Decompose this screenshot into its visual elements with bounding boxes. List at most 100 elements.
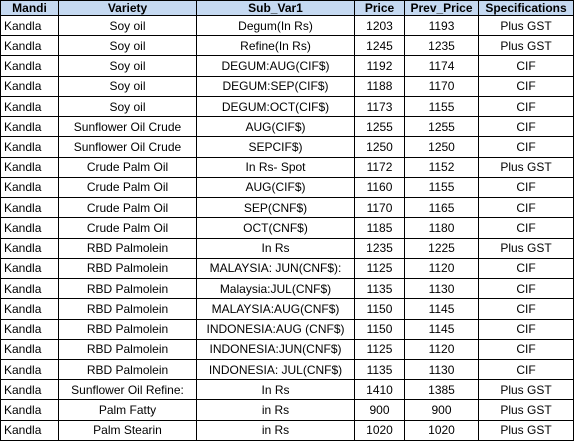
table-cell: 1235 [404,35,479,57]
table-cell: 1125 [354,257,405,280]
table-cell: CIF [478,176,574,199]
table-row: Kandla Sunflower Oil Crude SEPCIF$) 1250 125… [0,136,574,158]
table-cell: Plus GST [478,35,574,57]
table-cell: MALAYSIA:AUG(CNF$) [196,298,355,320]
table-cell: CIF [478,136,574,158]
table-cell: Degum(In Rs) [196,14,355,37]
table-cell: 1125 [354,338,405,360]
table-row: Kandla Soy oil DEGUM:AUG(CIF$) 1192 1174 CIF [0,55,574,77]
table-cell: Kandla [0,257,59,280]
table-cell: RBD Palmolein [58,278,197,300]
table-cell: CIF [478,116,574,138]
table-cell: 1020 [354,419,405,442]
table-cell: In Rs- Spot [196,156,355,178]
header-cell: Prev_Price [404,0,479,16]
table-cell: SEP(CNF$) [196,197,355,219]
table-cell: Plus GST [478,156,574,178]
table-row: Kandla RBD Palmolein In Rs 1235 1225 Plus GST [0,237,574,259]
table-cell: CIF [478,257,574,280]
table-cell: Plus GST [478,237,574,259]
table-row: Kandla Palm Fatty in Rs 900 900 Plus GST [0,399,574,421]
table-cell: Plus GST [478,14,574,37]
table-cell: 1145 [404,318,479,340]
table-row: Kandla RBD Palmolein MALAYSIA: JUN(CNF$): 1… [0,257,574,280]
table-row: Kandla Soy oil Refine(In Rs) 1245 1235 Plus G… [0,35,574,57]
table-cell: 1120 [404,257,479,280]
table-cell: 1130 [404,278,479,300]
table-cell: INDONESIA: JUL(CNF$) [196,358,355,381]
table-cell: Soy oil [58,95,197,118]
table-cell: MALAYSIA: JUN(CNF$): [196,257,355,280]
header-cell: Specifications [478,0,574,16]
table-cell: Soy oil [58,35,197,57]
table-cell: 1385 [404,379,479,401]
table-cell: AUG(CIF$) [196,116,355,138]
table-cell: Kandla [0,298,59,320]
table-cell: 900 [404,399,479,421]
table-cell: 1192 [354,55,405,77]
table-cell: 1145 [404,298,479,320]
table-cell: CIF [478,338,574,360]
table-cell: CIF [478,318,574,340]
table-cell: Kandla [0,75,59,97]
table-cell: DEGUM:AUG(CIF$) [196,55,355,77]
table-cell: AUG(CIF$) [196,176,355,199]
table-cell: Plus GST [478,379,574,401]
table-cell: Kandla [0,419,59,442]
table-cell: INDONESIA:AUG (CNF$) [196,318,355,340]
header-cell: Sub_Var1 [196,0,355,16]
table-cell: Soy oil [58,75,197,97]
header-cell: Price [354,0,405,16]
table-cell: DEGUM:OCT(CIF$) [196,95,355,118]
table-cell: Kandla [0,217,59,239]
table-cell: Kandla [0,338,59,360]
table-cell: 1193 [404,14,479,37]
table-cell: DEGUM:SEP(CIF$) [196,75,355,97]
table-cell: 1155 [404,176,479,199]
table-cell: CIF [478,55,574,77]
table-cell: CIF [478,95,574,118]
table-cell: Kandla [0,278,59,300]
table-cell: Palm Stearin [58,419,197,442]
table-cell: CIF [478,75,574,97]
table-cell: Kandla [0,156,59,178]
table-cell: Kandla [0,379,59,401]
table-cell: RBD Palmolein [58,338,197,360]
table-cell: Soy oil [58,14,197,37]
table-cell: Plus GST [478,419,574,442]
table-cell: CIF [478,197,574,219]
table-cell: 1150 [354,298,405,320]
table-cell: Kandla [0,136,59,158]
table-row: Kandla RBD Palmolein INDONESIA:JUN(CNF$) 11… [0,338,574,360]
table-cell: Sunflower Oil Refine: [58,379,197,401]
table-cell: Kandla [0,197,59,219]
table-cell: 1410 [354,379,405,401]
table-cell: Crude Palm Oil [58,217,197,239]
table-cell: Kandla [0,35,59,57]
table-cell: RBD Palmolein [58,358,197,381]
table-row: Kandla RBD Palmolein INDONESIA:AUG (CNF$) 1… [0,318,574,340]
header-cell: Variety [58,0,197,16]
table-cell: 1180 [404,217,479,239]
table-cell: OCT(CNF$) [196,217,355,239]
table-cell: Kandla [0,14,59,37]
table-cell: Palm Fatty [58,399,197,421]
table-cell: RBD Palmolein [58,318,197,340]
table-row: Kandla Crude Palm Oil OCT(CNF$) 1185 1180 CIF [0,217,574,239]
table-cell: 1020 [404,419,479,442]
table-cell: Kandla [0,399,59,421]
table-cell: Kandla [0,116,59,138]
table-row: Kandla Sunflower Oil Crude AUG(CIF$) 1255 12… [0,116,574,138]
table-cell: Kandla [0,95,59,118]
table-cell: RBD Palmolein [58,298,197,320]
table-row: Kandla Crude Palm Oil In Rs- Spot 1172 1152 P… [0,156,574,178]
header-cell: Mandi [0,0,59,16]
table-cell: Kandla [0,176,59,199]
table-cell: 1203 [354,14,405,37]
table-cell: Kandla [0,318,59,340]
table-cell: Sunflower Oil Crude [58,116,197,138]
table-row: Kandla Sunflower Oil Refine: In Rs 1410 1385… [0,379,574,401]
header-row: Mandi Variety Sub_Var1 Price Prev_Price Speci… [0,0,574,16]
table-cell: 1165 [404,197,479,219]
